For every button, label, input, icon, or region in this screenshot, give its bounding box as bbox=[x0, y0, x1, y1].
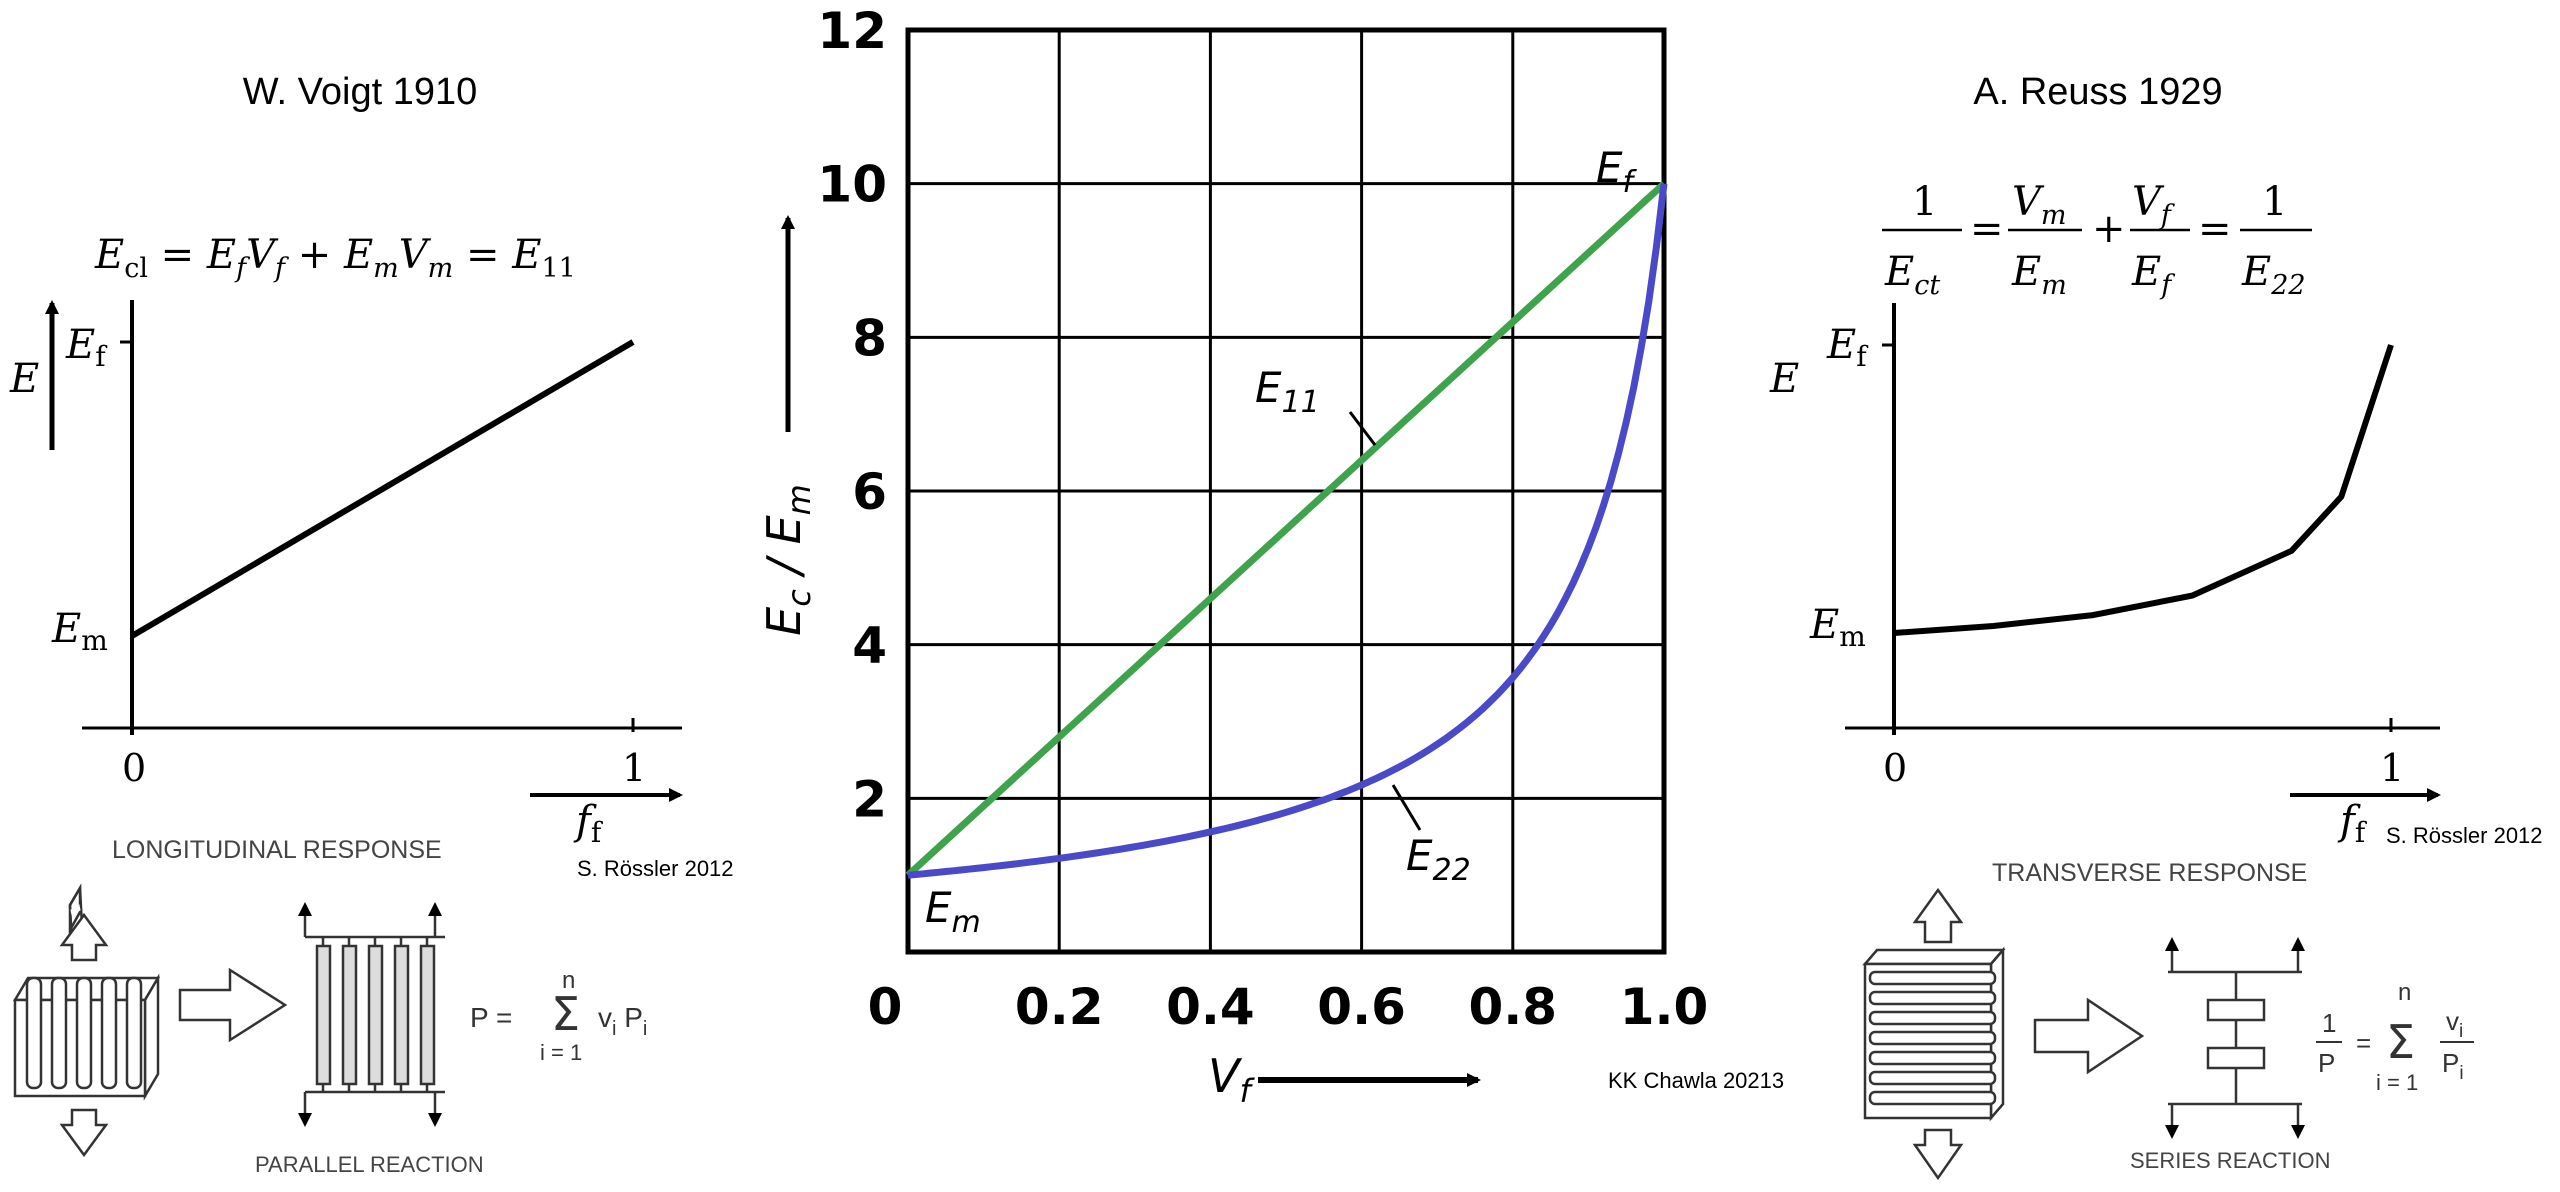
center-tick-labels: 0 0.2 0.4 0.6 0.8 1.0 2 4 6 8 10 12 bbox=[817, 2, 1708, 1036]
reuss-curve bbox=[1893, 344, 2394, 636]
voigt-ff-label: ff bbox=[573, 798, 604, 849]
reuss-title: A. Reuss 1929 bbox=[1973, 71, 2222, 113]
reuss-ef-label: Ef bbox=[1826, 322, 1869, 373]
svg-text:1: 1 bbox=[2262, 179, 2287, 225]
center-y-tick-label: 12 bbox=[817, 2, 887, 60]
voigt-x1-label: 1 bbox=[622, 746, 646, 790]
parallel-equation-lhs: P = bbox=[470, 1002, 512, 1033]
transverse-transform-arrow-icon bbox=[2033, 997, 2145, 1075]
series-eq-one: 1 bbox=[2322, 1008, 2336, 1038]
center-x-tick-label: 0.4 bbox=[1166, 978, 1255, 1036]
center-x-tick-label: 1.0 bbox=[1620, 978, 1709, 1036]
e22-annotation: E22 bbox=[1406, 831, 1471, 888]
svg-text:E22: E22 bbox=[2241, 249, 2306, 301]
svg-text:1: 1 bbox=[1912, 179, 1937, 225]
parallel-sum-bottom: i = 1 bbox=[540, 1040, 582, 1065]
voigt-panel: W. Voigt 1910 Ecl = EfVf + EmVm = E11 E … bbox=[9, 71, 734, 951]
e11-leader-line bbox=[1348, 411, 1377, 446]
reuss-x0-label: 0 bbox=[1883, 746, 1907, 790]
series-eq-pi: Pi bbox=[2442, 1048, 2464, 1084]
e11-series-line bbox=[905, 181, 1667, 878]
center-y-tick-label: 8 bbox=[852, 309, 887, 367]
parallel-reaction-diagram bbox=[298, 902, 445, 1127]
e11-annotation: E11 bbox=[1255, 363, 1320, 420]
voigt-line bbox=[130, 339, 635, 639]
center-ylabel: Ec / Em bbox=[757, 484, 818, 636]
voigt-x0-label: 0 bbox=[122, 746, 146, 790]
em-annotation: Em bbox=[925, 883, 981, 940]
svg-text:Ef: Ef bbox=[2131, 249, 2175, 301]
longitudinal-response-label: LONGITUDINAL RESPONSE bbox=[112, 836, 442, 864]
center-xlabel: Vf bbox=[1208, 1049, 1255, 1110]
svg-text:=: = bbox=[1970, 206, 2004, 252]
svg-text:=: = bbox=[2198, 206, 2232, 252]
voigt-ef-label: Ef bbox=[65, 322, 108, 373]
svg-text:+: + bbox=[2092, 206, 2126, 252]
e22-series-line bbox=[907, 183, 1668, 879]
series-sum-top: n bbox=[2398, 979, 2411, 1006]
reuss-em-label: Em bbox=[1809, 602, 1866, 653]
center-x-tick-label: 0.8 bbox=[1469, 978, 1558, 1036]
reuss-ff-label: ff bbox=[2337, 798, 2368, 849]
reuss-e-label: E bbox=[1769, 356, 1799, 402]
svg-text:Em: Em bbox=[2011, 249, 2067, 301]
svg-text:Vm: Vm bbox=[2012, 179, 2067, 231]
center-y-tick-label: 2 bbox=[852, 770, 887, 828]
center-x-tick-label: 0 bbox=[868, 978, 903, 1036]
parallel-sum-symbol: Σ bbox=[551, 987, 580, 1041]
series-sum-symbol: Σ bbox=[2386, 1015, 2415, 1069]
center-x-tick-label: 0.6 bbox=[1317, 978, 1406, 1036]
parallel-sum-top: n bbox=[562, 967, 575, 994]
center-x-tick-label: 0.2 bbox=[1015, 978, 1104, 1036]
reuss-credit: S. Rössler 2012 bbox=[2386, 823, 2543, 848]
voigt-e-label: E bbox=[9, 356, 39, 402]
center-plot-frame bbox=[905, 27, 1667, 955]
parallel-equation-rhs: vi Pi bbox=[598, 1002, 647, 1040]
e22-leader-line bbox=[1391, 784, 1422, 831]
longitudinal-composite-icon bbox=[12, 912, 161, 1158]
longitudinal-transform-arrow-icon bbox=[178, 967, 288, 1043]
transverse-response-label: TRANSVERSE RESPONSE bbox=[1992, 859, 2307, 887]
reuss-x1-label: 1 bbox=[2380, 746, 2404, 790]
center-y-tick-label: 10 bbox=[817, 156, 887, 214]
series-eq-equals: = bbox=[2356, 1028, 2371, 1058]
voigt-formula: Ecl = EfVf + EmVm = E11 bbox=[94, 232, 576, 284]
center-y-tick-label: 4 bbox=[852, 617, 887, 675]
series-reaction-diagram bbox=[2165, 937, 2305, 1139]
svg-text:Ect: Ect bbox=[1884, 249, 1940, 301]
transverse-composite-icon bbox=[1862, 887, 2006, 1181]
center-y-tick-label: 6 bbox=[852, 463, 887, 521]
reuss-panel: A. Reuss 1929 1 Ect = Vm Em + Vf Ef = 1 … bbox=[1769, 71, 2543, 887]
voigt-credit: S. Rössler 2012 bbox=[577, 856, 734, 881]
series-sum-bottom: i = 1 bbox=[2376, 1070, 2418, 1095]
voigt-title: W. Voigt 1910 bbox=[243, 71, 478, 113]
series-reaction-label: SERIES REACTION bbox=[2130, 1148, 2330, 1173]
parallel-reaction-label: PARALLEL REACTION bbox=[255, 1152, 484, 1177]
reuss-formula: 1 Ect = Vm Em + Vf Ef = 1 E22 bbox=[1882, 179, 2312, 301]
series-eq-p: P bbox=[2318, 1048, 2335, 1078]
svg-text:Vf: Vf bbox=[2132, 179, 2175, 231]
ef-annotation: Ef bbox=[1596, 143, 1638, 200]
center-credit: KK Chawla 20213 bbox=[1608, 1068, 1784, 1093]
voigt-em-label: Em bbox=[51, 606, 108, 657]
series-eq-vi: vi bbox=[2446, 1006, 2463, 1042]
